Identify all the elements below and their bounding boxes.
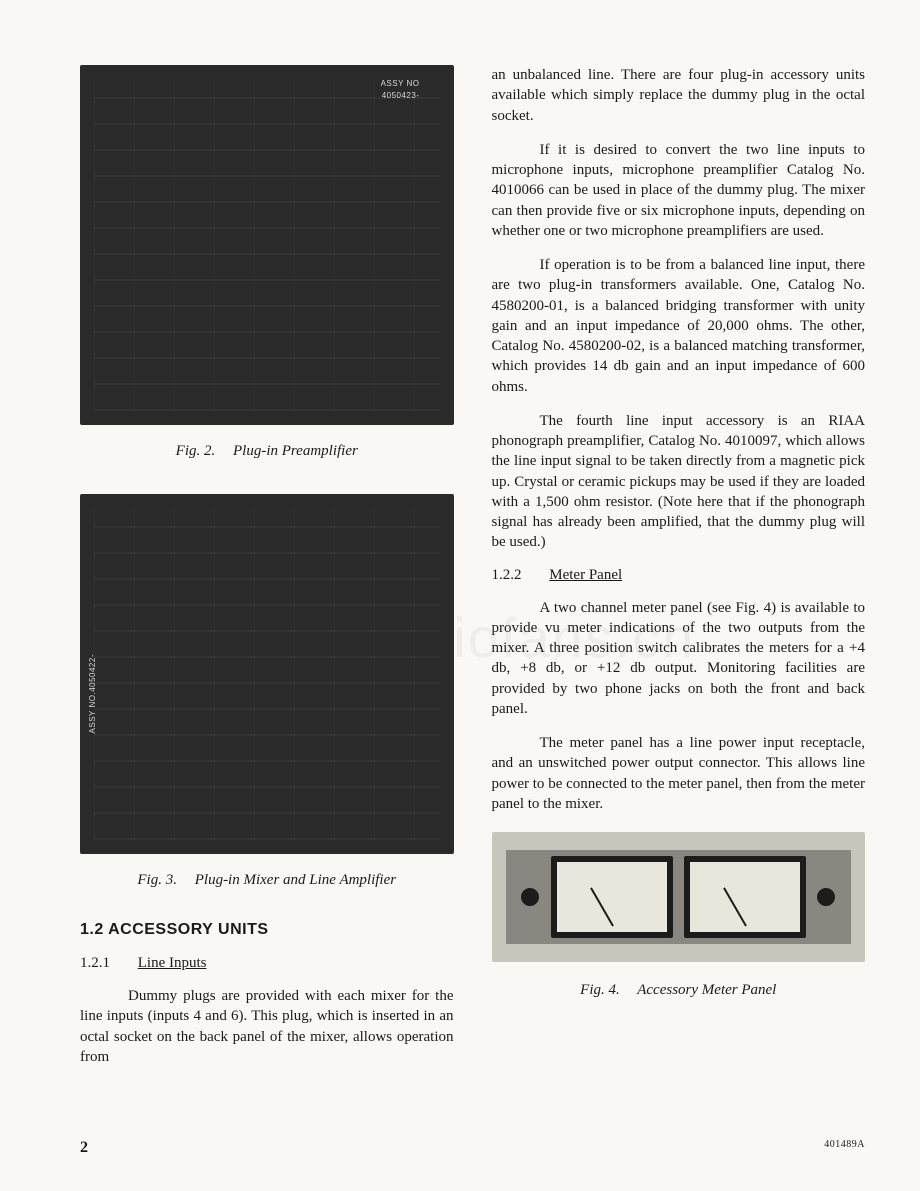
assy-label-2: ASSY NO.4050422- (88, 654, 97, 733)
assy-number: 4050423- (382, 91, 420, 100)
right-paragraph-5: A two channel meter panel (see Fig. 4) i… (492, 598, 866, 720)
figure-3-image: ASSY NO.4050422- (80, 494, 454, 854)
subsection-title: Line Inputs (138, 955, 207, 971)
subsection-title: Meter Panel (549, 567, 622, 583)
vu-meter-left (551, 856, 673, 938)
figure-4-caption: Fig. 4. Accessory Meter Panel (492, 978, 866, 1003)
meter-panel-body (506, 850, 852, 944)
figure-2-image: ASSY NO 4050423- (80, 65, 454, 425)
right-paragraph-2: If it is desired to convert the two line… (492, 140, 866, 241)
document-number: 401489A (824, 1139, 865, 1157)
subsection-number: 1.2.2 (492, 567, 522, 583)
page-footer: 2 401489A (80, 1139, 865, 1157)
pcb-texture (94, 79, 440, 411)
right-paragraph-6: The meter panel has a line power input r… (492, 733, 866, 814)
subsection-1-2-1: 1.2.1 Line Inputs (80, 955, 454, 972)
figure-2-number: Fig. 2. (176, 443, 216, 459)
vu-meter-right (684, 856, 806, 938)
right-paragraph-3: If operation is to be from a balanced li… (492, 255, 866, 397)
meter-knob (521, 888, 539, 906)
right-paragraph-1: an unbalanced line. There are four plug-… (492, 65, 866, 126)
right-paragraph-4: The fourth line input accessory is an RI… (492, 411, 866, 553)
section-heading-1-2: 1.2 ACCESSORY UNITS (80, 921, 454, 939)
figure-2-title: Plug-in Preamplifier (233, 443, 358, 459)
left-paragraph-1: Dummy plugs are provided with each mixer… (80, 986, 454, 1067)
assy-label: ASSY NO (381, 79, 420, 88)
subsection-number: 1.2.1 (80, 955, 110, 971)
figure-3-title: Plug-in Mixer and Line Amplifier (195, 872, 396, 888)
figure-2-caption: Fig. 2. Plug-in Preamplifier (80, 439, 454, 464)
meter-switch (817, 888, 835, 906)
page-number: 2 (80, 1139, 88, 1157)
figure-4-title: Accessory Meter Panel (637, 982, 776, 998)
figure-3-number: Fig. 3. (137, 872, 177, 888)
left-column: ASSY NO 4050423- Fig. 2. Plug-in Preampl… (80, 65, 454, 1081)
figure-4-number: Fig. 4. (580, 982, 620, 998)
figure-3-caption: Fig. 3. Plug-in Mixer and Line Amplifier (80, 868, 454, 893)
subsection-1-2-2: 1.2.2 Meter Panel (492, 567, 866, 584)
page: www.radiofans.cn ASSY NO 4050423- Fig. 2… (0, 0, 920, 1191)
figure-4-image (492, 832, 866, 962)
pcb-texture (94, 508, 440, 840)
right-column: an unbalanced line. There are four plug-… (492, 65, 866, 1081)
two-column-layout: ASSY NO 4050423- Fig. 2. Plug-in Preampl… (80, 65, 865, 1081)
